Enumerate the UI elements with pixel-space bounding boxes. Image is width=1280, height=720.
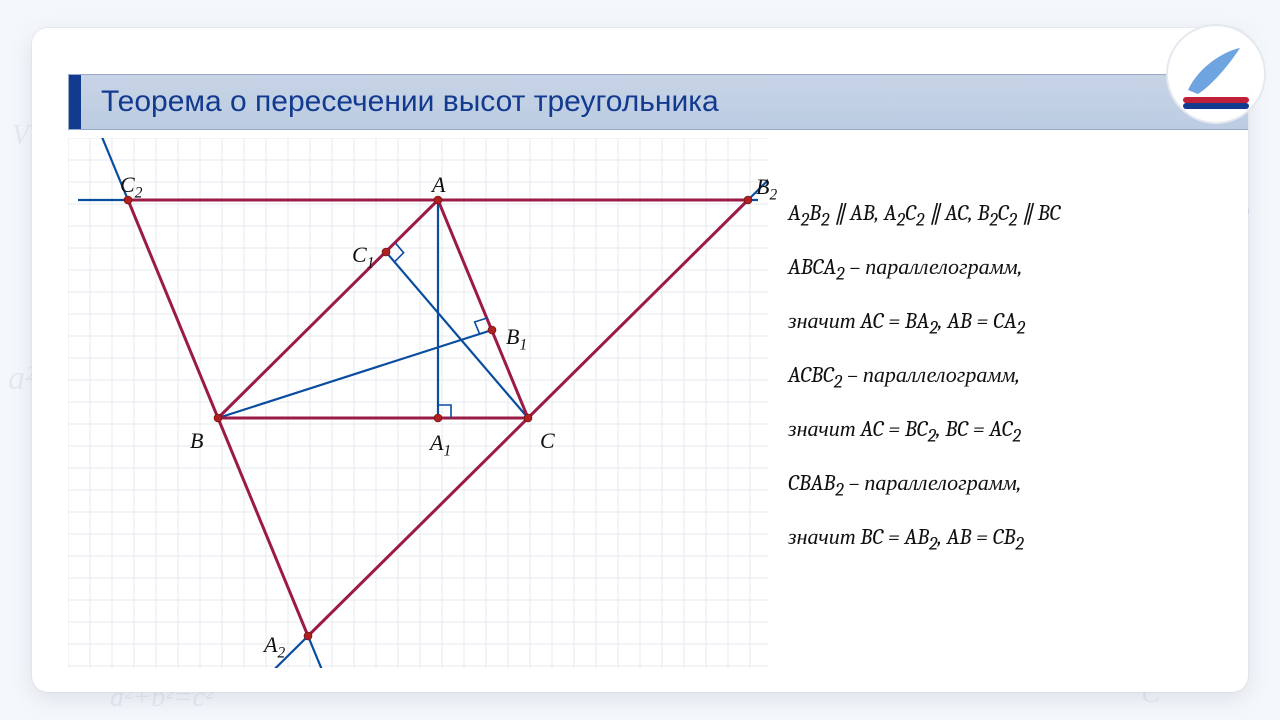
point-label-B: B bbox=[190, 428, 203, 454]
point-label-A: A bbox=[432, 172, 445, 198]
proof-text: A2B2 ∥ AB, A2C2 ∥ AC, B2C2 ∥ BC ABCA2 – п… bbox=[788, 198, 1198, 576]
slide-card: Теорема о пересечении высот треугольника… bbox=[32, 28, 1248, 692]
point-label-C2: C2 bbox=[120, 172, 142, 202]
figure-svg bbox=[68, 138, 768, 668]
title-bar: Теорема о пересечении высот треугольника bbox=[68, 74, 1248, 130]
proof-line-1: ABCA2 – параллелограмм, bbox=[788, 252, 1198, 288]
proof-line-3: ACBC2 – параллелограмм, bbox=[788, 360, 1198, 396]
proof-line-6: значит BC = AB2, AB = CB2 bbox=[788, 522, 1198, 558]
point-label-C1: C1 bbox=[352, 242, 374, 272]
proof-line-0: A2B2 ∥ AB, A2C2 ∥ AC, B2C2 ∥ BC bbox=[788, 198, 1198, 234]
title-stripe bbox=[69, 75, 81, 129]
point-label-B1: B1 bbox=[506, 324, 527, 354]
point-label-A1: A1 bbox=[430, 430, 451, 460]
proof-line-5: CBAB2 – параллелограмм, bbox=[788, 468, 1198, 504]
proof-line-4: значит AC = BC2, BC = AC2 bbox=[788, 414, 1198, 450]
point-label-C: C bbox=[540, 428, 555, 454]
slide-title: Теорема о пересечении высот треугольника bbox=[101, 85, 719, 119]
figure-area: ABCA1B1C1C2B2A2 A2B2 ∥ AB, A2C2 ∥ AC, B2… bbox=[68, 138, 1212, 656]
point-label-A2: A2 bbox=[264, 632, 285, 662]
proof-line-2: значит AC = BA2, AB = CA2 bbox=[788, 306, 1198, 342]
app-logo bbox=[1166, 24, 1266, 124]
point-label-B2: B2 bbox=[756, 174, 777, 204]
